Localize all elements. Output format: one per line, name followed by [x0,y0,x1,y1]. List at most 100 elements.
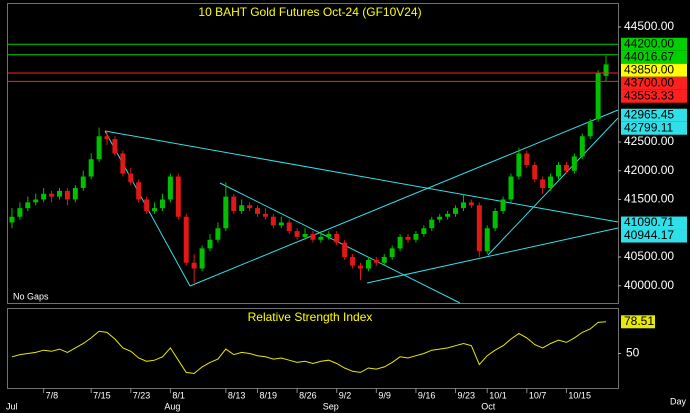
rsi-line [11,321,607,375]
month-label: Aug [164,401,180,411]
candle-body [183,216,189,263]
month-label: Jul [6,401,18,411]
candle-body [310,234,316,240]
price-label: 42965.45 [624,107,674,121]
candle-body [17,208,23,217]
candle-body [128,173,134,183]
price-label-box [621,76,687,90]
candle-body [365,259,371,269]
candle-body [571,156,577,171]
candle-body [563,165,569,171]
candle-body [56,190,62,197]
candle-body [167,176,173,200]
y-tick-label: 41500.00 [624,192,674,206]
x-tick-label: 8/26 [299,390,317,400]
candle-body [262,213,268,217]
candle-body [152,208,158,211]
price-label-box [621,63,687,77]
x-tick-label: 8/1 [172,390,185,400]
candle-body [33,199,39,203]
price-label: 42799.11 [624,120,673,134]
candle-body [429,219,435,229]
x-tick-label: 9/23 [458,390,476,400]
candle-body [524,153,530,165]
candle-body [64,190,70,200]
price-label-box [621,229,687,243]
x-tick-label: 8/13 [228,390,246,400]
candle-body [175,176,181,217]
price-label: 44016.67 [624,49,674,63]
candle-body [492,211,498,229]
candle-body [49,193,55,197]
candle-body [270,216,276,226]
x-tick-label: 9/16 [418,390,436,400]
x-tick-label: 7/23 [133,390,151,400]
x-tick-label: 10/1 [489,390,507,400]
rsi-panel-frame [7,308,619,389]
candle-body [41,193,47,200]
candle-body [326,234,332,237]
x-tick-label: 7/15 [93,390,111,400]
price-label-box [621,108,687,122]
price-label: 43700.00 [624,75,674,89]
candle-body [603,64,609,76]
candle-body [381,257,387,263]
candle-body [595,73,601,119]
price-label: 43850.00 [624,62,674,76]
month-label: Oct [481,401,496,411]
candle-body [476,205,482,252]
candle-body [460,202,466,209]
candle-body [207,239,213,249]
candle-body [468,202,474,206]
y-tick-label: 44500.00 [624,19,674,33]
candle-body [239,205,245,211]
candle-body [286,222,292,232]
candle-body [500,199,506,211]
candle-body [104,136,110,140]
rsi-title: Relative Strength Index [248,310,373,324]
candle-body [587,121,593,137]
trendline [189,109,619,287]
candle-body [159,199,165,209]
candle-body [548,176,554,188]
month-label: Sep [323,401,339,411]
x-tick-label: 10/15 [568,390,591,400]
candle-body [516,153,522,177]
candle-body [334,234,340,243]
price-panel-frame [7,3,619,304]
candle-body [136,182,142,200]
gap-note: No Gaps [13,291,49,301]
y-tick-label: 50 [626,346,640,360]
candle-body [80,176,86,188]
candle-body [112,139,118,154]
candle-body [302,234,308,237]
candle-body [357,265,363,269]
price-label-box [621,121,687,135]
candle-body [199,248,205,269]
candle-body [88,159,94,177]
candle-body [437,216,443,220]
candle-body [318,236,324,240]
price-label: 43553.33 [624,88,674,102]
candle-body [413,234,419,240]
candle-body [508,176,514,200]
y-tick-label: 40000.00 [624,278,674,292]
candle-body [25,202,31,209]
candle-body [231,196,237,211]
candle-body [255,208,261,214]
candle-body [453,208,459,214]
x-tick-label: 10/7 [529,390,547,400]
chart-title: 10 BAHT Gold Futures Oct-24 (GF10V24) [198,5,421,19]
x-tick-label: 9/2 [339,390,352,400]
price-label-box [621,50,687,64]
x-tick-label: 8/19 [260,390,278,400]
interval-label: Day [670,396,687,406]
candle-body [120,153,126,174]
rsi-value-box [621,315,655,329]
candle-body [389,248,395,257]
candle-body [484,228,490,252]
candle-body [532,165,538,180]
x-tick-label: 9/9 [378,390,391,400]
